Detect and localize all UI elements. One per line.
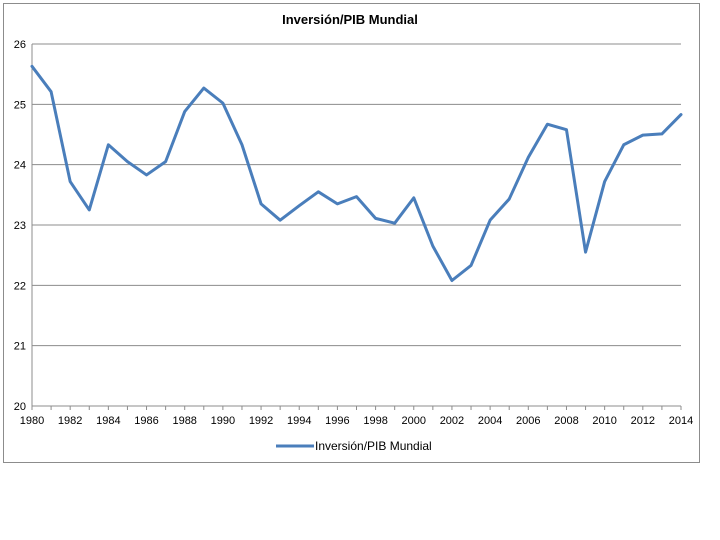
x-tick-label: 1996 <box>325 415 349 427</box>
series-line <box>30 64 683 283</box>
legend-label: Inversión/PIB Mundial <box>315 439 432 453</box>
chart-frame: Inversión/PIB Mundial 20 21 22 23 24 25 26 198… <box>3 3 700 463</box>
axes <box>31 44 682 410</box>
x-tick-labels: 1980 1982 1984 1986 1988 1990 1992 1994 1996 1998… <box>20 415 693 427</box>
x-tick-label: 1980 <box>20 415 44 427</box>
x-tick-label: 2012 <box>631 415 655 427</box>
x-tick-label: 2006 <box>516 415 540 427</box>
y-tick-label: 26 <box>14 39 26 51</box>
y-tick-label: 25 <box>14 99 26 111</box>
y-tick-label: 24 <box>14 160 26 172</box>
legend: Inversión/PIB Mundial <box>276 439 432 453</box>
x-tick-label: 1992 <box>249 415 273 427</box>
y-tick-label: 20 <box>14 401 26 413</box>
x-tick-label: 2004 <box>478 415 502 427</box>
x-tick-label: 1988 <box>172 415 196 427</box>
y-tick-label: 21 <box>14 341 26 353</box>
x-tick-label: 2000 <box>402 415 426 427</box>
x-tick-label: 1994 <box>287 415 311 427</box>
x-tick-label: 2002 <box>440 415 464 427</box>
x-tick-label: 1982 <box>58 415 82 427</box>
x-tick-label: 2010 <box>592 415 616 427</box>
grid-lines <box>32 43 681 347</box>
chart-title: Inversión/PIB Mundial <box>282 12 418 27</box>
series-lines <box>30 64 683 283</box>
y-tick-label: 23 <box>14 220 26 232</box>
x-tick-label: 1998 <box>363 415 387 427</box>
y-tick-label: 22 <box>14 280 26 292</box>
line-chart: Inversión/PIB Mundial 20 21 22 23 24 25 26 198… <box>14 12 693 453</box>
x-tick-label: 1990 <box>211 415 235 427</box>
x-tick-label: 1984 <box>96 415 120 427</box>
x-tick-label: 1986 <box>134 415 158 427</box>
x-tick-label: 2014 <box>669 415 693 427</box>
x-tick-label: 2008 <box>554 415 578 427</box>
y-tick-labels: 20 21 22 23 24 25 26 <box>14 39 26 413</box>
